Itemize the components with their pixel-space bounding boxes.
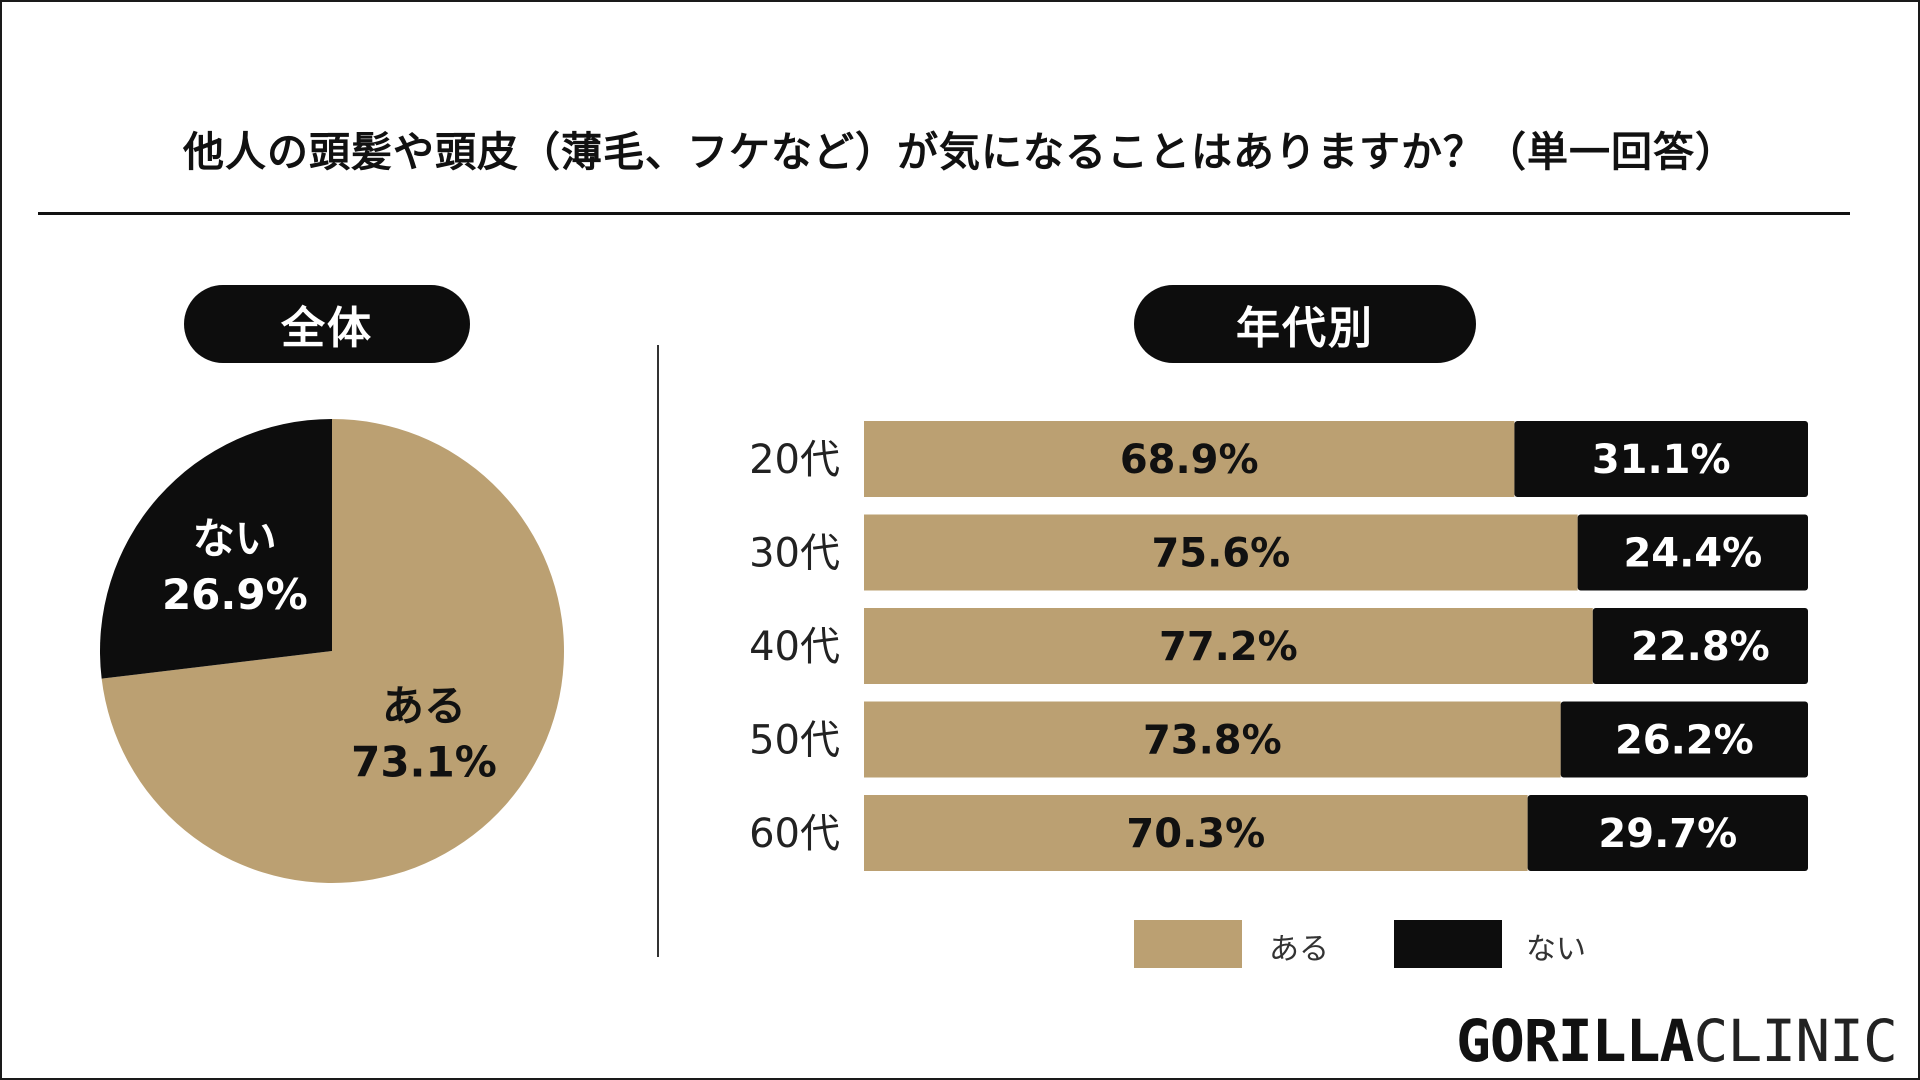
legend-label-yes: ある (1269, 932, 1329, 967)
pie-value-no: 26.9% (162, 570, 308, 619)
stacked-bar-chart: 20代 68.9% 31.1% 30代 75.6% 24.4% 40代 77.2% 22.8% 5… (749, 421, 1808, 871)
bar-value-label: 22.8% (1631, 624, 1770, 670)
pie-label-yes: ある (382, 682, 466, 731)
section-pill-overall: 全体 (184, 285, 470, 363)
bar-segment-yes (864, 514, 1578, 591)
category-label: 30代 (749, 531, 840, 577)
chart-title: 他人の頭髪や頭皮（薄毛、フケなど）が気になることはありますか？（単一回答） (183, 128, 1737, 176)
bar-value-label: 31.1% (1592, 437, 1731, 483)
bar-segment-yes (864, 795, 1528, 871)
bar-segment-yes (864, 608, 1593, 684)
category-label: 60代 (749, 811, 840, 857)
bar-segment-no (1527, 795, 1808, 871)
category-label: 20代 (749, 437, 840, 483)
bar-value-label: 75.6% (1151, 531, 1290, 577)
bar-segment-no (1577, 514, 1808, 591)
gorilla-clinic-logo: GORILLACLINIC (1456, 1012, 1898, 1070)
pie-slice-yes (101, 419, 565, 884)
pie-chart: ある 73.1% ない 26.9% (100, 419, 565, 884)
bar-value-label: 29.7% (1598, 811, 1737, 857)
legend-swatch-no (1394, 920, 1502, 968)
logo-part-clinic: CLINIC (1693, 1007, 1898, 1075)
bar-segment-yes (864, 421, 1515, 497)
bar-segment-yes (864, 701, 1561, 778)
section-pill-by-age: 年代別 (1134, 285, 1476, 363)
category-label: 40代 (749, 624, 840, 670)
pie-label-no: ない (193, 514, 277, 563)
bar-value-label: 77.2% (1159, 624, 1298, 670)
bar-value-label: 26.2% (1615, 718, 1754, 764)
bar-segment-no (1514, 421, 1808, 497)
section-divider (657, 345, 659, 957)
pie-value-yes: 73.1% (351, 738, 497, 787)
logo-part-gorilla: GORILLA (1456, 1007, 1694, 1075)
legend-swatch-yes (1134, 920, 1242, 968)
bar-value-label: 68.9% (1120, 437, 1259, 483)
category-label: 50代 (749, 718, 840, 764)
bar-value-label: 70.3% (1126, 811, 1265, 857)
bar-segment-no (1560, 701, 1808, 778)
legend-label-no: ない (1526, 932, 1586, 967)
title-underline (38, 212, 1850, 215)
bar-value-label: 24.4% (1623, 531, 1762, 577)
bar-value-label: 73.8% (1143, 718, 1282, 764)
bar-segment-no (1592, 608, 1808, 684)
pie-slice-no (100, 419, 332, 679)
